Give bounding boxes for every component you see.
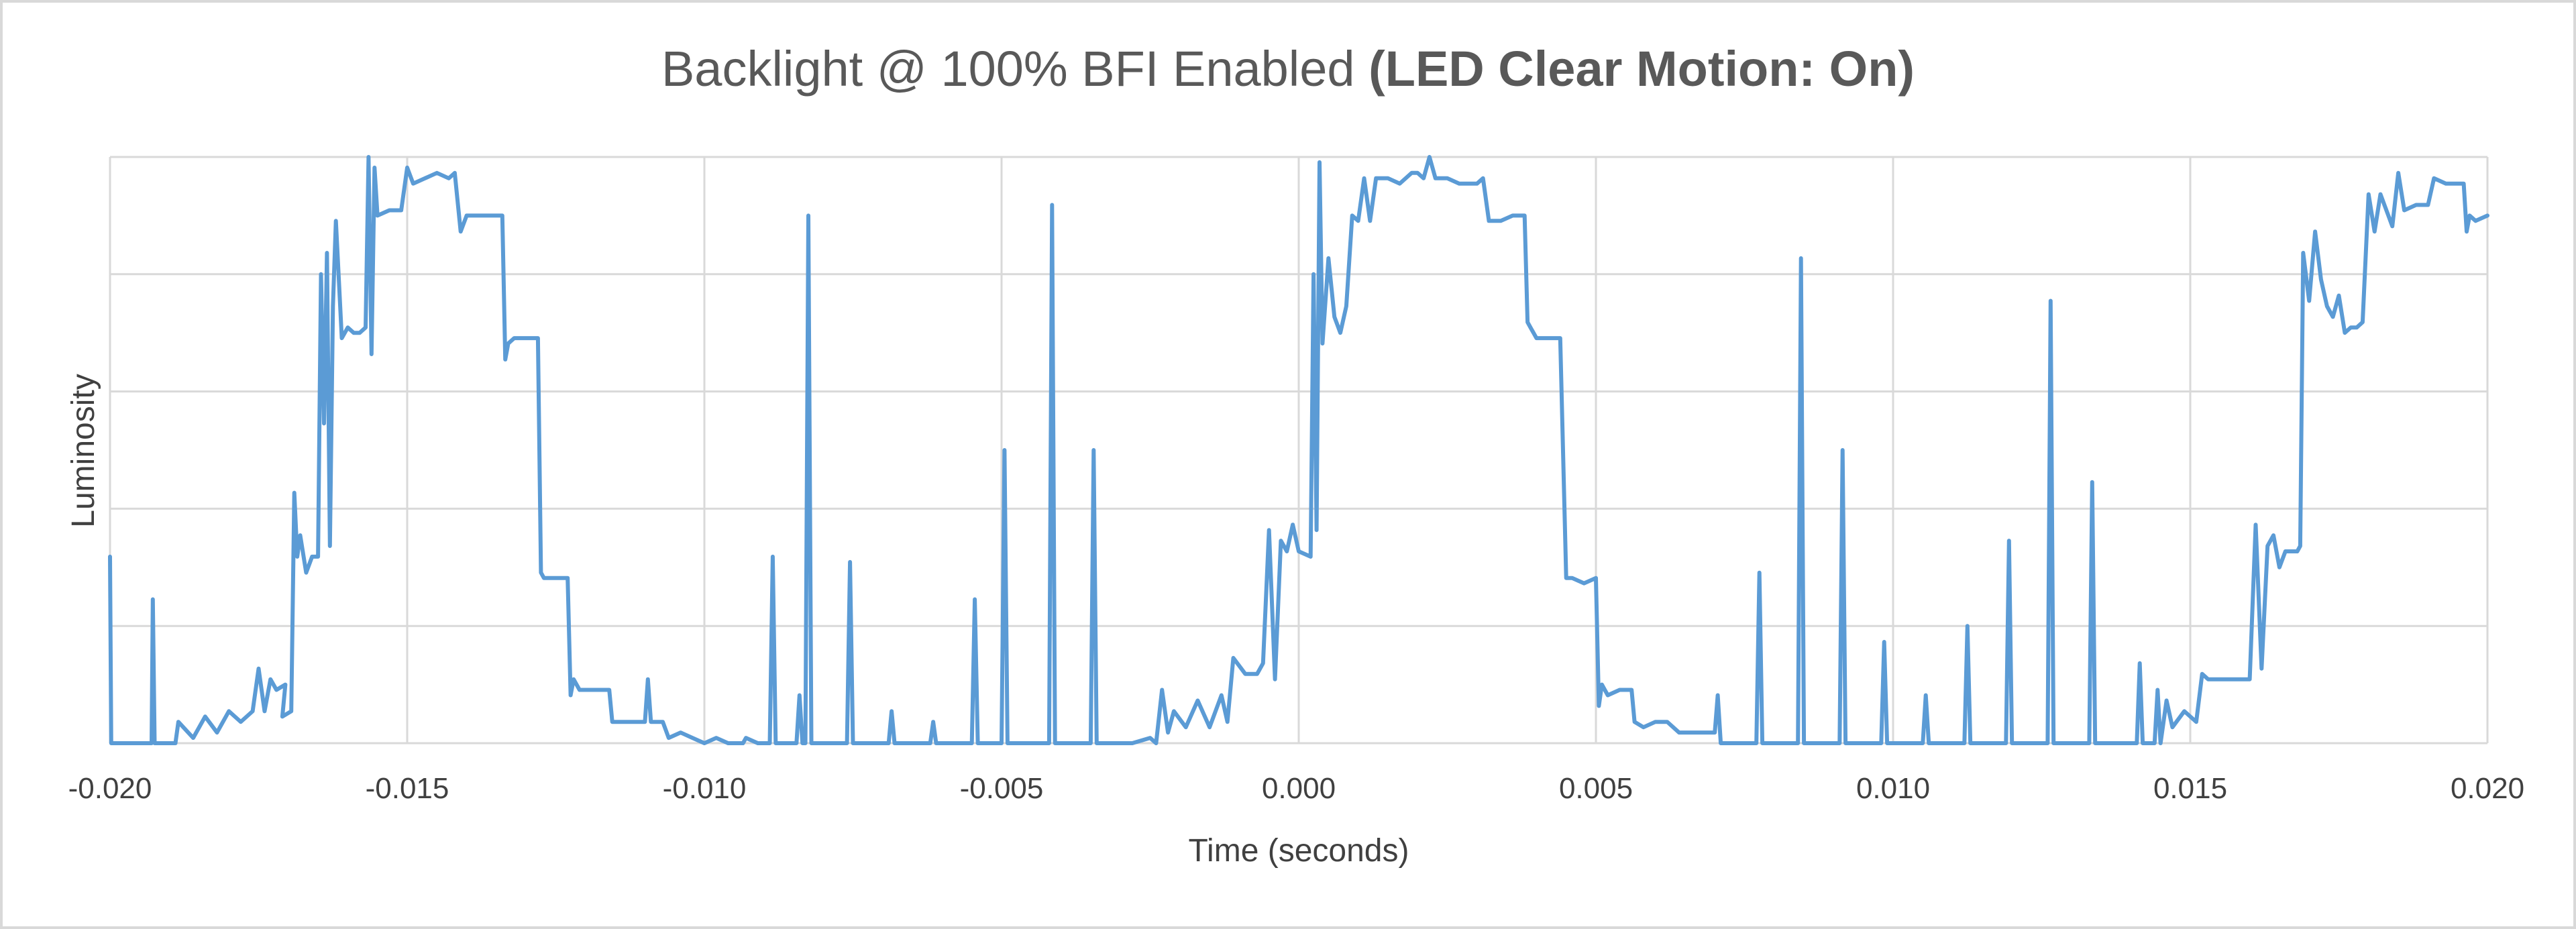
x-tick-label: 0.000 — [1262, 772, 1336, 805]
chart-title: Backlight @ 100% BFI Enabled (LED Clear … — [661, 41, 1915, 97]
y-axis-label: Luminosity — [66, 374, 101, 527]
x-tick-label: -0.010 — [663, 772, 747, 805]
x-tick-labels: -0.020 -0.015 -0.010 -0.005 0.000 0.005 0.010 0… — [68, 772, 2524, 805]
chart-title-bold: (LED Clear Motion: On) — [1368, 41, 1915, 97]
x-tick-label: 0.010 — [1856, 772, 1930, 805]
x-tick-label: 0.005 — [1559, 772, 1633, 805]
x-tick-label: -0.015 — [366, 772, 449, 805]
series-line — [108, 155, 2489, 745]
gridlines — [109, 156, 2489, 745]
x-tick-label: -0.020 — [68, 772, 152, 805]
chart-svg: Backlight @ 100% BFI Enabled (LED Clear … — [66, 41, 2524, 869]
x-tick-label: -0.005 — [960, 772, 1044, 805]
chart-title-main: Backlight @ 100% BFI Enabled — [661, 41, 1355, 97]
series-group — [108, 155, 2489, 745]
x-axis-label: Time (seconds) — [1189, 833, 1409, 869]
x-tick-label: 0.015 — [2153, 772, 2227, 805]
x-tick-label: 0.020 — [2451, 772, 2524, 805]
